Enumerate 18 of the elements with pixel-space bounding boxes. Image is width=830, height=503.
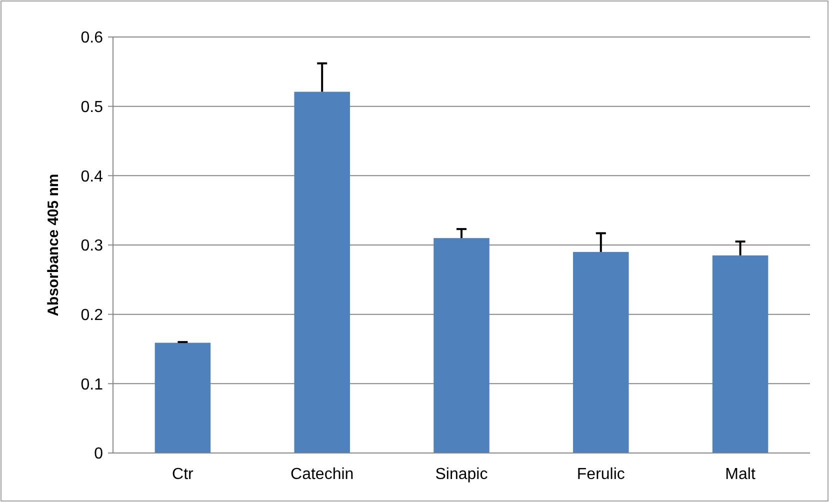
bar xyxy=(573,252,629,453)
y-tick-label: 0.3 xyxy=(80,238,104,255)
y-tick-label: 0.6 xyxy=(80,30,104,47)
y-tick-label: 0.1 xyxy=(80,376,104,394)
y-tick-label: 0.4 xyxy=(80,168,104,186)
y-tick-label: 0.5 xyxy=(80,98,104,116)
x-tick-label: Catechin xyxy=(290,466,354,483)
bar xyxy=(154,342,211,453)
bar xyxy=(294,92,350,453)
y-axis-title: Absorbance 405 nm xyxy=(45,174,62,316)
y-tick-label: 0 xyxy=(94,446,104,463)
x-tick-label: Sinapic xyxy=(435,466,488,483)
bar xyxy=(434,238,490,453)
bar xyxy=(712,255,768,453)
x-tick-label: Ctr xyxy=(172,466,194,483)
x-tick-label: Ferulic xyxy=(576,466,625,483)
x-tick-label: Malt xyxy=(725,466,756,483)
y-tick-label: 0.2 xyxy=(80,306,104,324)
